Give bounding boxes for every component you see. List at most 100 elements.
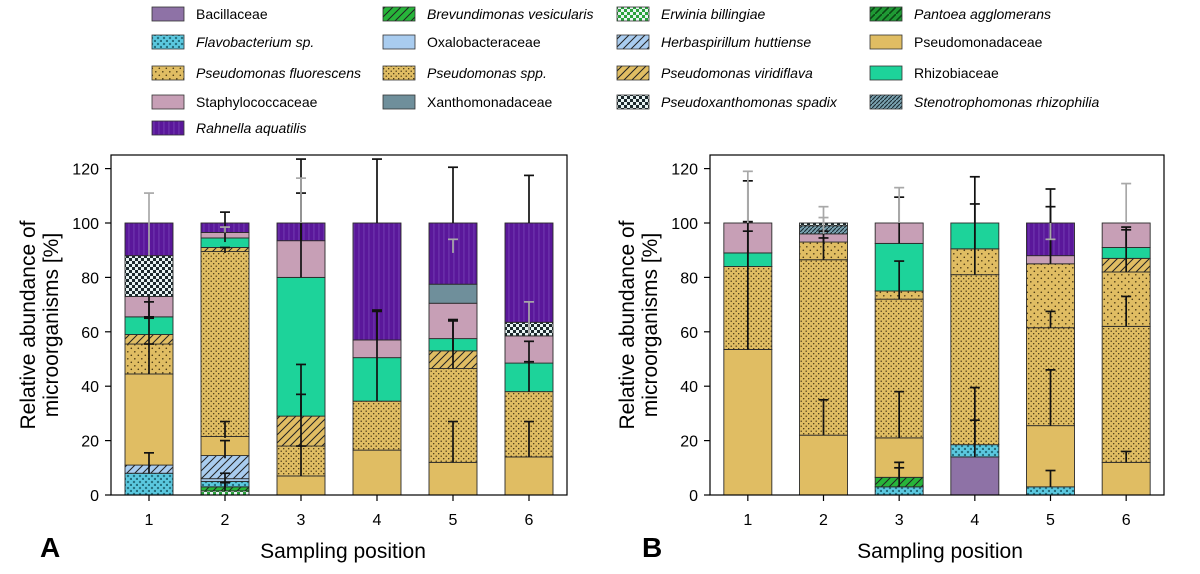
legend-entry-pse: Pseudomonadaceae xyxy=(869,34,1043,50)
y-axis: 0 20 40 60 80 100 120 xyxy=(671,162,710,505)
bar-segment-pse xyxy=(428,461,478,496)
legend-entry-rah: Rahnella aquatilis xyxy=(151,120,307,136)
legend-swatch-pan xyxy=(869,6,903,22)
bar-segment-bac xyxy=(950,456,1000,496)
legend-swatch-ste xyxy=(869,94,903,110)
legend-label-oxa: Oxalobacteraceae xyxy=(427,34,541,50)
x-tick-label: 6 xyxy=(1122,512,1131,529)
y-axis-title-line-2: microorganisms [%] xyxy=(40,233,63,417)
y-tick-label: 100 xyxy=(671,216,698,233)
legend-label-fla: Flavobacterium sp. xyxy=(196,34,314,50)
legend-swatch-erw xyxy=(616,6,650,22)
legend-entry-oxa: Oxalobacteraceae xyxy=(382,34,541,50)
bar-segment-pss xyxy=(200,251,250,437)
bar-segment-fla xyxy=(124,472,174,496)
legend-entry-erw: Erwinia billingiae xyxy=(616,6,765,22)
bar-segment-erw xyxy=(200,490,250,496)
x-tick-label: 4 xyxy=(970,512,979,529)
legend-swatch-bre xyxy=(382,6,416,22)
bar-segment-pss xyxy=(1101,325,1151,463)
legend-entry-bac: Bacillaceae xyxy=(151,6,268,22)
panel-letter: A xyxy=(40,532,60,563)
y-tick-label: 60 xyxy=(81,325,99,342)
y-tick-label: 80 xyxy=(680,270,698,287)
x-tick-label: 5 xyxy=(449,512,458,529)
x-tick-label: 2 xyxy=(221,512,230,529)
legend-label-xan: Xanthomonadaceae xyxy=(427,94,553,110)
legend-swatch-xan xyxy=(382,94,416,110)
legend-swatch-bac xyxy=(151,6,185,22)
legend-swatch-psv xyxy=(616,65,650,81)
legend-label-pse: Pseudomonadaceae xyxy=(914,34,1043,50)
bar-segment-psx xyxy=(124,255,174,297)
legend-label-her: Herbaspirillum huttiense xyxy=(661,34,811,50)
legend-label-rah: Rahnella aquatilis xyxy=(196,120,307,136)
y-tick-label: 40 xyxy=(680,379,698,396)
panel-letter: B xyxy=(642,532,662,563)
legend-entry-sta: Staphylococcaceae xyxy=(151,94,318,110)
bar-segment-pse xyxy=(723,349,773,496)
legend-label-psx: Pseudoxanthomonas spadix xyxy=(661,94,838,110)
x-tick-label: 5 xyxy=(1046,512,1055,529)
y-tick-label: 0 xyxy=(689,488,698,505)
chart-panel-a: 0 20 40 60 80 100 120 1 2 3 4 5 6 Sampling position Re… xyxy=(17,154,568,563)
bar-segment-fla xyxy=(874,486,924,496)
y-tick-label: 20 xyxy=(81,434,99,451)
x-axis-title: Sampling position xyxy=(260,540,426,563)
bar-segment-xan xyxy=(428,283,478,304)
y-axis: 0 20 40 60 80 100 120 xyxy=(72,162,111,505)
legend-entry-ste: Stenotrophomonas rhizophilia xyxy=(869,94,1099,110)
legend-swatch-sta xyxy=(151,94,185,110)
bars xyxy=(124,222,554,496)
legend-swatch-psf xyxy=(151,65,185,81)
plot-frame xyxy=(709,154,1165,496)
x-tick-label: 1 xyxy=(743,512,752,529)
error-bars xyxy=(742,170,1132,487)
legend-swatch-pss xyxy=(382,65,416,81)
legend-entry-bre: Brevundimonas vesicularis xyxy=(382,6,594,22)
legend-entry-psv: Pseudomonas viridiflava xyxy=(616,65,813,81)
x-axis: 1 2 3 4 5 6 xyxy=(145,495,534,529)
legend-entry-psf: Pseudomonas fluorescens xyxy=(151,65,361,81)
legend-swatch-rah xyxy=(151,120,185,136)
legend-label-pan: Pantoea agglomerans xyxy=(914,6,1051,22)
y-tick-label: 20 xyxy=(680,434,698,451)
bar-segment-fla xyxy=(1026,486,1075,496)
legend-label-ste: Stenotrophomonas rhizophilia xyxy=(914,94,1099,110)
x-tick-label: 1 xyxy=(145,512,154,529)
bar-segment-pse xyxy=(124,373,174,466)
legend-label-erw: Erwinia billingiae xyxy=(661,6,765,22)
legend-entry-her: Herbaspirillum huttiense xyxy=(616,34,811,50)
bar-segment-pss xyxy=(352,400,402,451)
y-tick-label: 100 xyxy=(72,216,99,233)
x-tick-label: 3 xyxy=(895,512,904,529)
legend-entry-pan: Pantoea agglomerans xyxy=(869,6,1051,22)
bar-segment-pse xyxy=(276,475,326,496)
legend-entry-pss: Pseudomonas spp. xyxy=(382,65,547,81)
y-axis-title-line-2: microorganisms [%] xyxy=(639,233,662,417)
legend-label-bre: Brevundimonas vesicularis xyxy=(427,6,594,22)
chart-panel-b: 0 20 40 60 80 100 120 1 2 3 4 5 6 Sampling position Re… xyxy=(616,154,1165,563)
legend-entry-fla: Flavobacterium sp. xyxy=(151,34,314,50)
bar-segment-pse xyxy=(1101,461,1151,496)
legend-swatch-psx xyxy=(616,94,650,110)
y-axis-title-line-1: Relative abundance of xyxy=(17,220,40,429)
legend-label-rhi: Rhizobiaceae xyxy=(914,65,999,81)
x-tick-label: 6 xyxy=(525,512,534,529)
y-axis-title-line-1: Relative abundance of xyxy=(616,220,639,429)
bar-segment-pse xyxy=(352,449,402,496)
legend-swatch-rhi xyxy=(869,65,903,81)
plot-frame xyxy=(110,154,568,496)
bar-stack-1 xyxy=(723,222,773,496)
y-tick-label: 40 xyxy=(81,379,99,396)
legend-label-bac: Bacillaceae xyxy=(196,6,268,22)
bar-segment-pse xyxy=(799,434,848,496)
legend-entry-rhi: Rhizobiaceae xyxy=(869,65,999,81)
legend: Bacillaceae Brevundimonas vesicularis Erwi… xyxy=(151,6,1099,136)
legend-label-pss: Pseudomonas spp. xyxy=(427,65,547,81)
y-tick-label: 120 xyxy=(671,162,698,179)
legend-entry-xan: Xanthomonadaceae xyxy=(382,94,553,110)
x-tick-label: 2 xyxy=(819,512,828,529)
y-axis-title: Relative abundance ofmicroorganisms [%] xyxy=(616,220,662,429)
